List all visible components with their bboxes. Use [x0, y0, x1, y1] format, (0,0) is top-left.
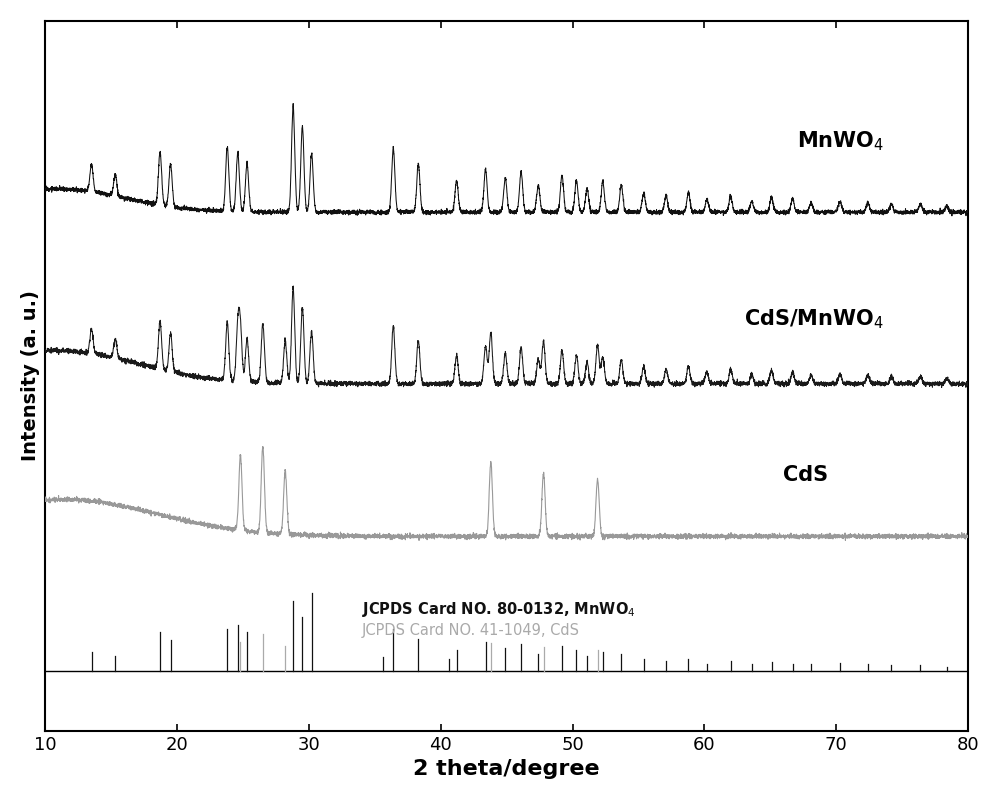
X-axis label: 2 theta/degree: 2 theta/degree: [413, 759, 600, 779]
Y-axis label: Intensity (a. u.): Intensity (a. u.): [21, 290, 40, 462]
Text: CdS: CdS: [783, 465, 828, 485]
Text: JCPDS Card NO. 80-0132, MnWO$_4$: JCPDS Card NO. 80-0132, MnWO$_4$: [362, 599, 635, 618]
Text: MnWO$_4$: MnWO$_4$: [797, 129, 884, 153]
Text: CdS/MnWO$_4$: CdS/MnWO$_4$: [744, 307, 884, 330]
Text: JCPDS Card NO. 41-1049, CdS: JCPDS Card NO. 41-1049, CdS: [362, 623, 580, 638]
